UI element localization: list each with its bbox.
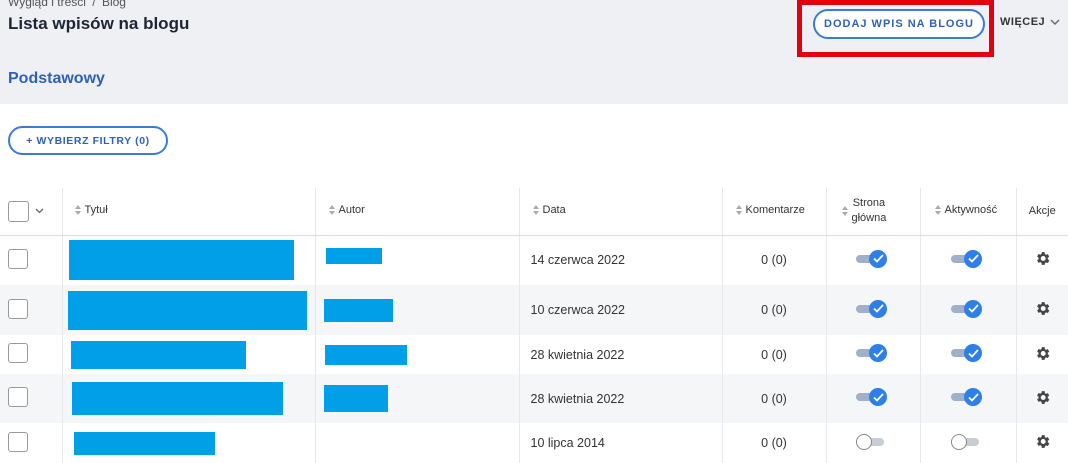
sort-icon: [735, 205, 742, 216]
home-page-toggle[interactable]: [856, 388, 890, 406]
page-title: Lista wpisów na blogu: [8, 14, 190, 33]
active-toggle[interactable]: [951, 433, 985, 451]
row-checkbox[interactable]: [8, 248, 28, 269]
home-page-toggle[interactable]: [856, 249, 890, 268]
sort-icon: [532, 205, 539, 216]
home-page-toggle[interactable]: [856, 299, 890, 318]
column-header-actions: Akcje: [1015, 188, 1068, 236]
post-date: 14 czerwca 2022: [530, 253, 626, 268]
gear-icon[interactable]: [1034, 300, 1051, 317]
redacted-author: [323, 385, 388, 412]
active-toggle[interactable]: [951, 299, 985, 318]
redacted-author: [324, 344, 407, 365]
breadcrumb-item-blog[interactable]: Blog: [101, 0, 126, 9]
post-date: 28 kwietnia 2022: [530, 391, 625, 406]
comment-count: 0 (0): [761, 347, 787, 362]
gear-icon[interactable]: [1034, 250, 1051, 267]
row-checkbox[interactable]: [8, 343, 28, 363]
post-date: 10 lipca 2014: [530, 436, 605, 450]
table-row: 28 kwietnia 2022 0 (0): [0, 335, 1068, 374]
breadcrumb-separator: /: [92, 0, 96, 9]
breadcrumb-item-appearance[interactable]: Wygląd i treści: [8, 0, 86, 9]
more-menu-button[interactable]: WIĘCEJ: [1000, 16, 1060, 28]
active-toggle[interactable]: [951, 249, 985, 268]
select-all-header: [0, 188, 62, 236]
column-header-activity[interactable]: Aktywność: [919, 188, 1016, 236]
home-page-toggle[interactable]: [856, 344, 890, 362]
select-filters-button[interactable]: + WYBIERZ FILTRY (0): [8, 126, 168, 155]
column-header-home-page[interactable]: Strona główna: [825, 188, 920, 236]
more-label: WIĘCEJ: [1000, 16, 1046, 28]
highlight-annotation: [797, 0, 994, 57]
post-date: 28 kwietnia 2022: [530, 347, 625, 362]
table-row: 10 lipca 2014 0 (0): [0, 423, 1068, 463]
sort-icon: [934, 205, 941, 216]
redacted-title[interactable]: [71, 382, 283, 415]
redacted-title[interactable]: [68, 240, 294, 281]
active-toggle[interactable]: [951, 344, 985, 362]
breadcrumb: Wygląd i treści / Blog: [8, 0, 129, 9]
column-header-date[interactable]: Data: [518, 188, 722, 236]
select-all-checkbox[interactable]: [8, 200, 29, 222]
row-checkbox[interactable]: [8, 431, 28, 452]
table-row: 14 czerwca 2022 0 (0): [0, 235, 1068, 285]
tab-basic[interactable]: Podstawowy: [8, 70, 105, 87]
column-header-title[interactable]: Tytuł: [61, 188, 315, 236]
sort-icon: [841, 206, 848, 217]
chevron-down-icon: [1050, 19, 1060, 25]
redacted-title[interactable]: [67, 290, 307, 330]
comment-count: 0 (0): [761, 253, 787, 268]
sort-icon: [74, 205, 81, 216]
row-checkbox[interactable]: [8, 387, 28, 407]
redacted-author: [323, 298, 393, 322]
redacted-title[interactable]: [73, 431, 215, 455]
comment-count: 0 (0): [761, 303, 787, 317]
add-blog-post-button[interactable]: DODAJ WPIS NA BLOGU: [813, 9, 985, 39]
blog-posts-table: Tytuł Autor Data Komentarze Strona główna…: [0, 188, 1068, 463]
redacted-author: [325, 248, 382, 265]
home-page-toggle[interactable]: [856, 433, 890, 451]
gear-icon[interactable]: [1034, 345, 1051, 362]
table-row: 10 czerwca 2022 0 (0): [0, 285, 1068, 335]
sort-icon: [328, 205, 335, 216]
redacted-title[interactable]: [70, 340, 246, 369]
chevron-down-icon[interactable]: [35, 208, 44, 214]
post-date: 10 czerwca 2022: [530, 303, 626, 317]
page-header: Wygląd i treści / Blog Lista wpisów na b…: [0, 0, 1068, 104]
row-checkbox[interactable]: [8, 298, 28, 319]
column-header-comments[interactable]: Komentarze: [721, 188, 826, 236]
comment-count: 0 (0): [761, 436, 787, 450]
gear-icon[interactable]: [1034, 433, 1051, 450]
column-header-author[interactable]: Autor: [314, 188, 519, 236]
comment-count: 0 (0): [761, 391, 787, 406]
active-toggle[interactable]: [951, 388, 985, 406]
table-row: 28 kwietnia 2022 0 (0): [0, 374, 1068, 423]
gear-icon[interactable]: [1034, 389, 1051, 406]
